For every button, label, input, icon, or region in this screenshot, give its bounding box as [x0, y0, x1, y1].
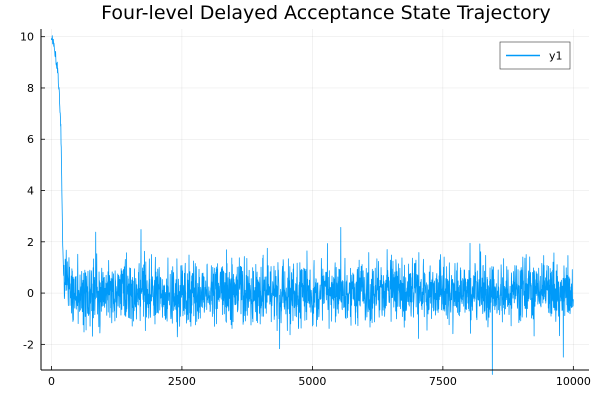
- x-tick-label: 0: [48, 375, 55, 388]
- y-tick-label: 2: [27, 236, 34, 249]
- axes-layer: 0 2500 5000 7500 10000 -2 0 2 4 6 8 10: [20, 29, 591, 388]
- y-tick-label: 10: [20, 31, 34, 44]
- series-line-y1: [51, 35, 574, 375]
- legend: y1: [499, 41, 571, 70]
- x-tick-label: 7500: [429, 375, 457, 388]
- x-tick-label: 5000: [298, 375, 326, 388]
- y-tick-label: 6: [27, 133, 34, 146]
- x-tick-label: 10000: [556, 375, 591, 388]
- chart-title: Four-level Delayed Acceptance State Traj…: [101, 2, 551, 24]
- y-tick-label: -2: [23, 338, 34, 351]
- legend-label-y1: y1: [549, 50, 563, 63]
- x-tick-label: 2500: [168, 375, 196, 388]
- y-tick-label: 8: [27, 82, 34, 95]
- series-layer: [51, 35, 574, 375]
- y-tick-label: 4: [27, 185, 34, 198]
- grid-layer: [41, 29, 589, 370]
- y-tick-label: 0: [27, 287, 34, 300]
